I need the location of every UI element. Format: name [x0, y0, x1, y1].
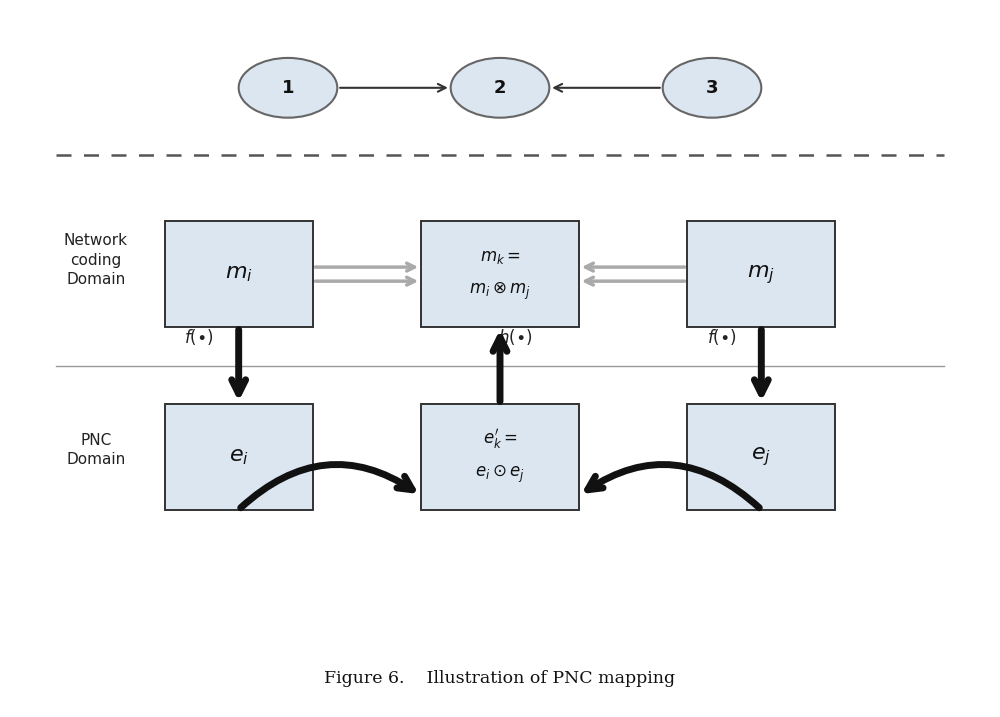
Text: 2: 2: [494, 79, 506, 97]
Ellipse shape: [239, 58, 337, 118]
Ellipse shape: [663, 58, 761, 118]
Text: Network
coding
Domain: Network coding Domain: [64, 233, 128, 288]
FancyArrowPatch shape: [241, 465, 412, 508]
Text: $f(\bullet)$: $f(\bullet)$: [707, 328, 737, 348]
Bar: [687, 222, 835, 327]
Text: $m_j$: $m_j$: [747, 262, 775, 285]
Text: $e_i$: $e_i$: [229, 447, 249, 467]
FancyArrowPatch shape: [588, 465, 759, 508]
Bar: [421, 222, 579, 327]
Bar: [687, 404, 835, 510]
Text: 1: 1: [282, 79, 294, 97]
Text: $e^{\prime}_k =$: $e^{\prime}_k =$: [483, 427, 517, 452]
Ellipse shape: [451, 58, 549, 118]
Bar: [165, 222, 313, 327]
Text: PNC
Domain: PNC Domain: [66, 432, 125, 467]
Text: 3: 3: [706, 79, 718, 97]
Text: $f(\bullet)$: $f(\bullet)$: [184, 328, 214, 348]
Text: $m_i$: $m_i$: [225, 264, 253, 284]
Text: Figure 6.    Illustration of PNC mapping: Figure 6. Illustration of PNC mapping: [324, 670, 676, 687]
Bar: [421, 404, 579, 510]
Text: $e_j$: $e_j$: [751, 445, 771, 468]
Bar: [165, 404, 313, 510]
Text: $h(\bullet)$: $h(\bullet)$: [498, 328, 532, 348]
Text: $m_k =$: $m_k =$: [480, 247, 520, 265]
Text: $e_i \odot e_j$: $e_i \odot e_j$: [475, 464, 525, 485]
Text: $m_i \otimes m_j$: $m_i \otimes m_j$: [469, 281, 531, 303]
